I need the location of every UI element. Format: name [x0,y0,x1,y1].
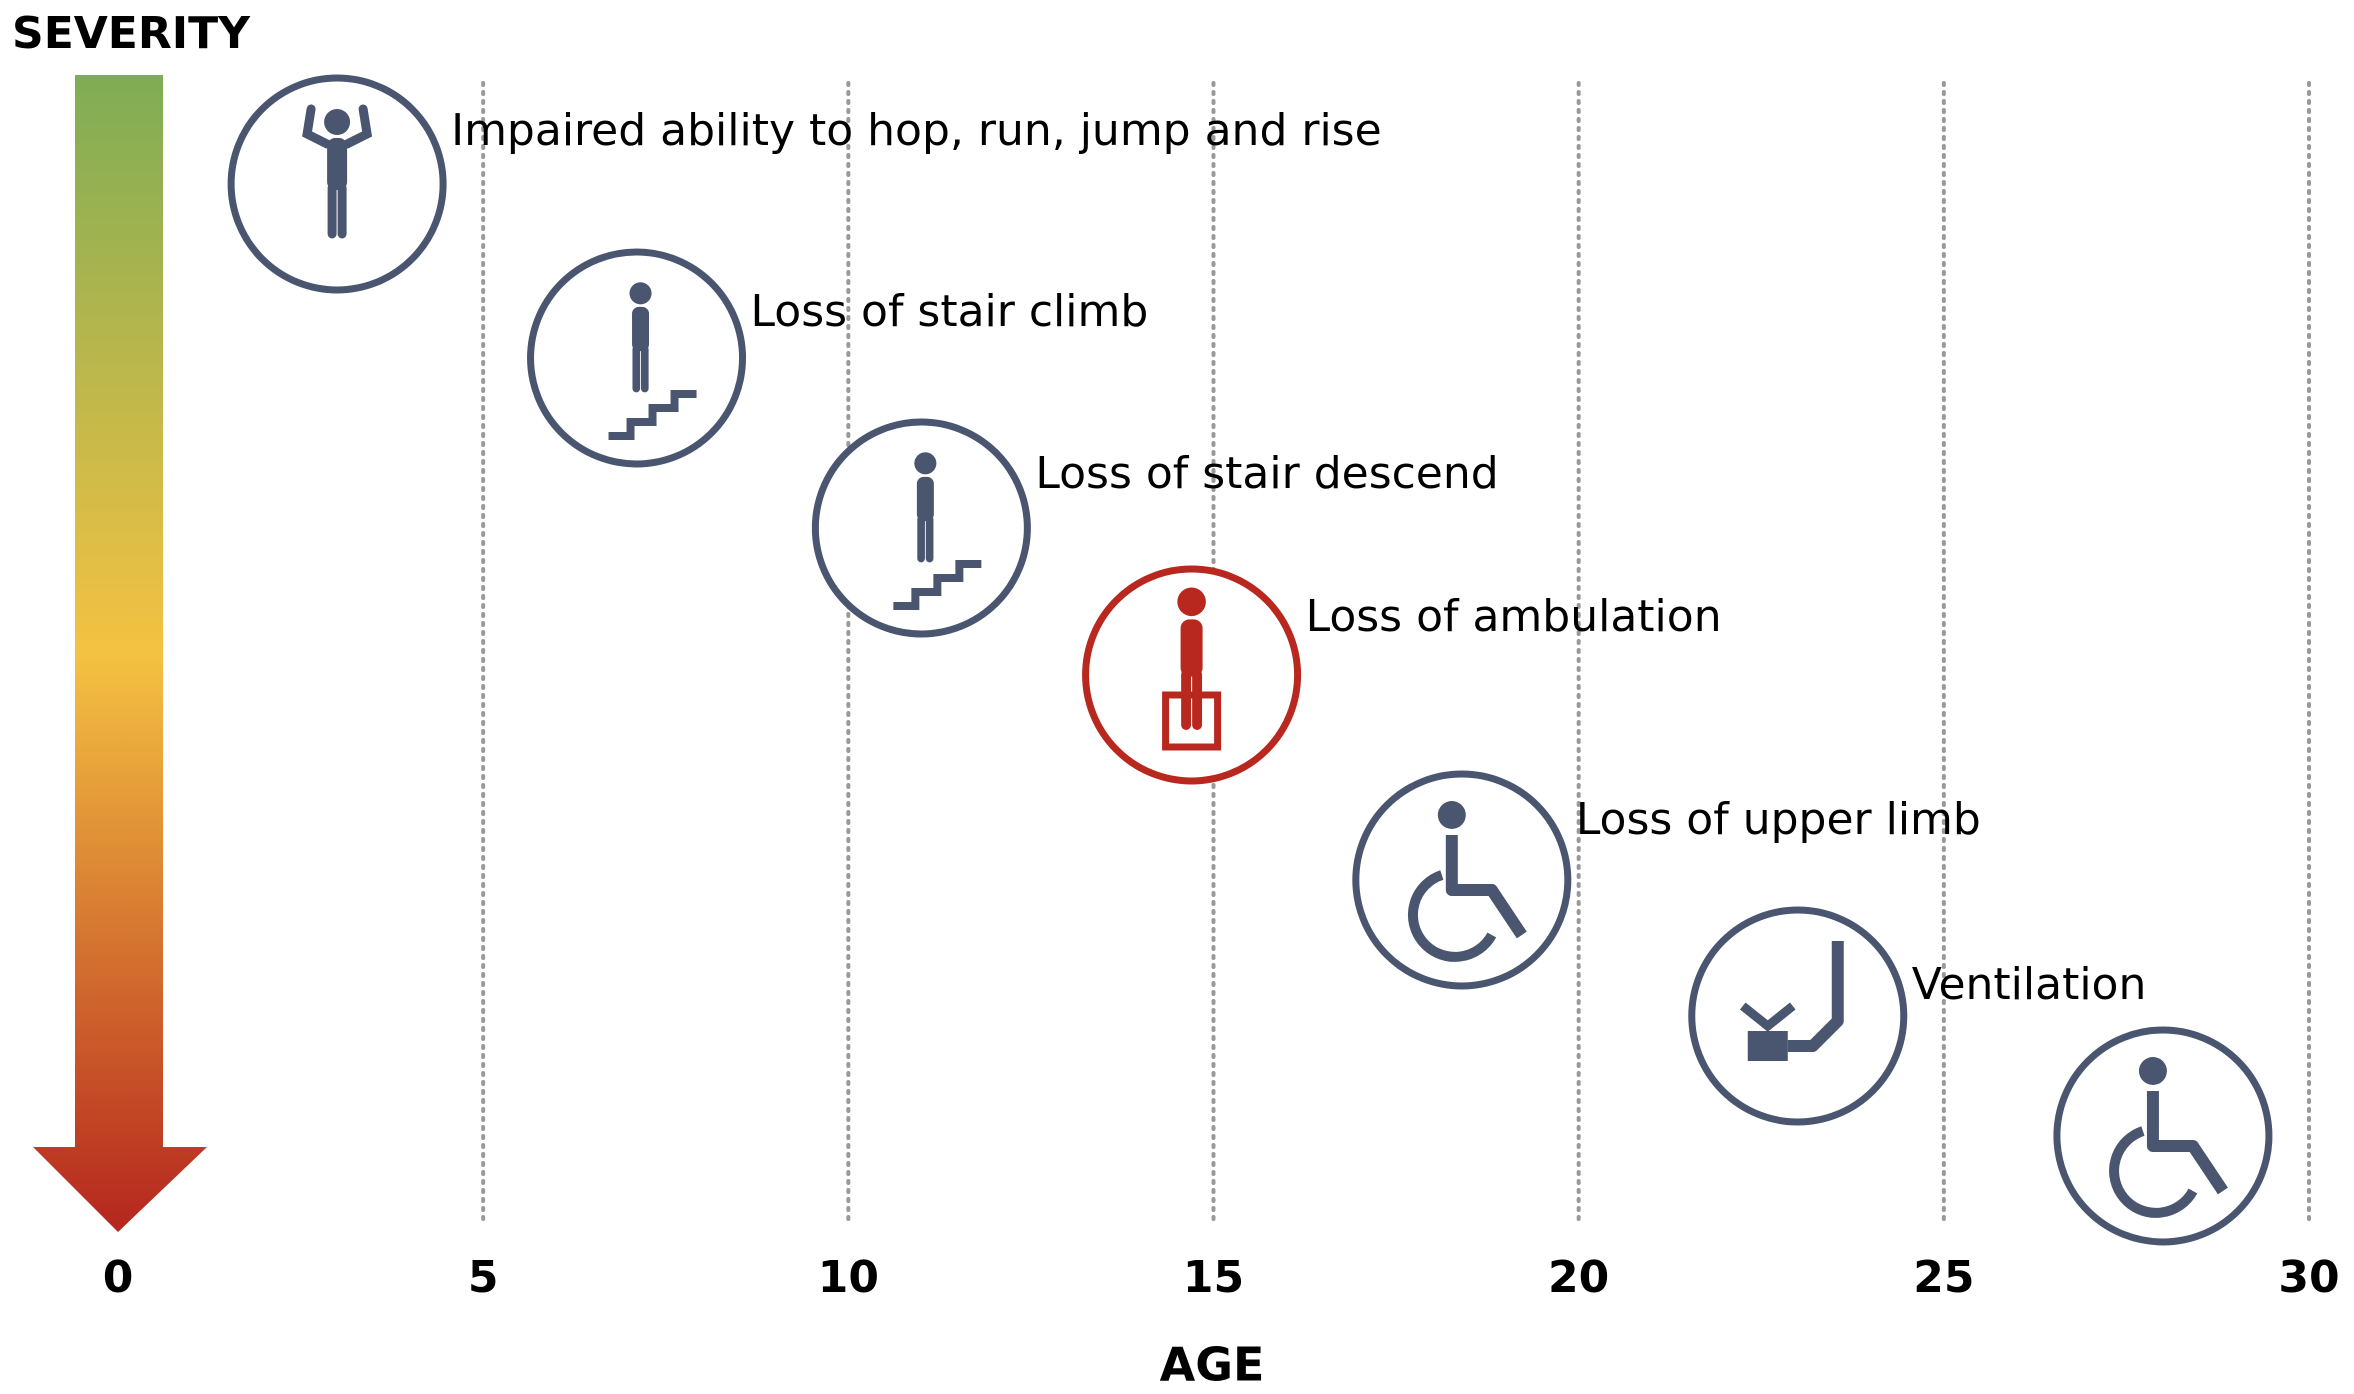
icon-mask-top [1739,1002,1796,1032]
milestone [2053,1026,2273,1246]
icon-body [327,138,348,190]
icon-body [632,306,650,352]
icon-wheelchair [2109,1126,2198,1218]
milestone-label: Loss of upper limb [1576,794,1981,845]
x-tick-label: 15 [1183,1252,1244,1303]
icon-head [629,282,652,305]
x-tick-label: 20 [1548,1252,1609,1303]
icon-legs [327,183,347,239]
icon-ventilator [1787,941,1844,1052]
milestone-label: Loss of ambulation [1306,591,1722,642]
milestone-label: Impaired ability to hop, run, jump and r… [451,105,1382,156]
icon-stairs [608,390,697,440]
milestone [1082,565,1302,785]
icon-head [324,109,351,135]
milestone [1352,770,1572,990]
icon-body [1180,619,1203,677]
icon-frame [1445,835,1527,939]
icon-frame [2146,1091,2228,1195]
x-tick-label: 30 [2278,1252,2339,1303]
milestone [1688,906,1908,1126]
milestone-circle [1688,906,1908,1126]
y-axis-label: SEVERITY [12,8,251,59]
x-axis-label: AGE [1160,1338,1265,1391]
icon-stairs [893,560,982,610]
milestone [227,74,447,294]
icon-mask [1747,1031,1788,1061]
milestone-label: Loss of stair descend [1035,448,1498,499]
icon-wheelchair [1407,870,1497,962]
icon-walker [1162,691,1222,751]
milestone-label: Loss of stair climb [751,286,1149,337]
icon-head [914,452,937,475]
icon-body [916,476,934,522]
icon-legs [632,345,649,393]
icon-head [1177,587,1206,617]
icon-head [2138,1057,2167,1085]
severity-arrow [33,75,207,1232]
milestone [527,248,747,468]
milestone-label: Ventilation [1912,959,2147,1010]
x-tick-label: 0 [103,1252,134,1303]
icon-arms [302,104,373,149]
x-tick-label: 10 [818,1252,879,1303]
milestone [811,418,1031,638]
icon-legs [917,515,934,563]
x-tick-label: 25 [1913,1252,1974,1303]
icon-legs [1181,669,1203,730]
x-tick-label: 5 [468,1252,499,1303]
icon-head [1437,801,1466,829]
